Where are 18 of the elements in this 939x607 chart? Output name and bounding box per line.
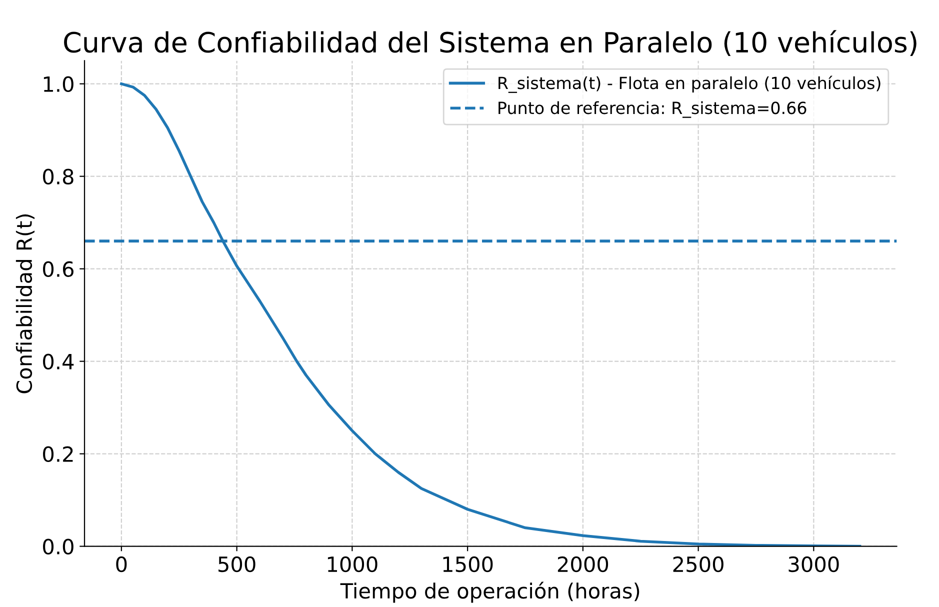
y-tick-label: 0.0 [43,538,74,555]
x-tick-label: 1500 [443,556,493,572]
x-axis-title: Tiempo de operación (horas) [340,582,640,603]
y-tick-label: 0.8 [43,168,74,185]
x-tick-label: 1000 [328,556,378,572]
x-tick-label: 0 [116,556,127,572]
x-tick-label: 500 [218,556,256,572]
y-tick-label: 0.2 [43,446,73,462]
y-tick-label: 1.0 [44,76,74,92]
x-tick-label: 2500 [673,556,724,572]
x-tick-label: 2000 [558,556,608,572]
chart-title: Curva de Confiabilidad del Sistema en Paralelo (10 vehículos) [64,30,916,56]
legend-label: R_sistema(t) - Flota en paralelo (10 vehículos) [498,76,880,93]
y-tick-label: 0.4 [43,354,74,370]
y-axis-title: Confiabilidad R(t) [16,214,35,394]
y-tick-label: 0.6 [43,261,74,278]
x-tick-label: 3000 [788,556,839,572]
legend-label: Punto de referencia: R_sistema=0.66 [498,101,806,118]
